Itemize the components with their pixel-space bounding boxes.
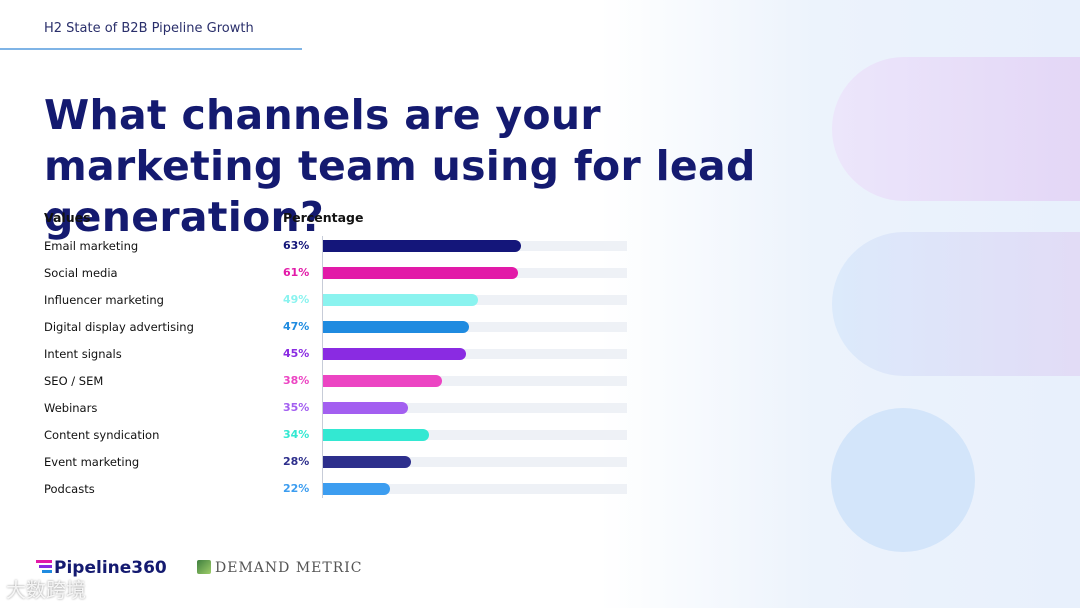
bar-track <box>323 457 627 467</box>
chart-row: Content syndication 34% <box>0 427 640 443</box>
page-title: What channels are your marketing team us… <box>44 91 756 241</box>
values-column-header: Values <box>44 210 91 225</box>
bar <box>323 483 390 495</box>
chart-axis-line <box>322 236 323 498</box>
chart-row: Email marketing 63% <box>0 238 640 254</box>
category-label: Content syndication <box>44 428 160 442</box>
bar-track <box>323 322 627 332</box>
category-label: Podcasts <box>44 482 95 496</box>
demand-metric-logo: DEMAND METRIC <box>197 560 363 576</box>
percentage-column-header: Percentage <box>283 210 364 225</box>
chart-row: Webinars 35% <box>0 400 640 416</box>
decorative-pill-top <box>832 57 1080 201</box>
category-label: Influencer marketing <box>44 293 164 307</box>
bar-track <box>323 484 627 494</box>
value-label: 49% <box>283 293 310 306</box>
value-label: 34% <box>283 428 310 441</box>
chart-row: Event marketing 28% <box>0 454 640 470</box>
bar <box>323 267 518 279</box>
bar <box>323 375 442 387</box>
pipeline360-logo-text: Pipeline360 <box>54 558 167 578</box>
chart-row: Digital display advertising 47% <box>0 319 640 335</box>
value-label: 47% <box>283 320 310 333</box>
bar <box>323 348 466 360</box>
pipeline-icon <box>36 560 52 573</box>
bar-track <box>323 376 627 386</box>
category-label: Social media <box>44 266 118 280</box>
category-label: Digital display advertising <box>44 320 194 334</box>
bar <box>323 402 408 414</box>
category-label: Email marketing <box>44 239 139 253</box>
category-label: SEO / SEM <box>44 374 104 388</box>
bar <box>323 321 469 333</box>
chart-row: Podcasts 22% <box>0 481 640 497</box>
value-label: 35% <box>283 401 310 414</box>
value-label: 28% <box>283 455 310 468</box>
value-label: 63% <box>283 239 310 252</box>
header-divider <box>0 48 302 50</box>
pipeline360-logo: Pipeline360 <box>36 558 167 578</box>
value-label: 38% <box>283 374 310 387</box>
watermark: 大数跨境 <box>6 578 86 602</box>
value-label: 45% <box>283 347 310 360</box>
category-label: Event marketing <box>44 455 140 469</box>
decorative-pill-middle <box>832 232 1080 376</box>
chart-row: Social media 61% <box>0 265 640 281</box>
bar <box>323 456 411 468</box>
bar <box>323 429 429 441</box>
category-label: Webinars <box>44 401 98 415</box>
leaf-icon <box>197 560 211 574</box>
bar <box>323 240 521 252</box>
demand-metric-logo-text: DEMAND METRIC <box>215 560 363 576</box>
bar-track <box>323 349 627 359</box>
bar-track <box>323 430 627 440</box>
bar <box>323 294 478 306</box>
chart-row: SEO / SEM 38% <box>0 373 640 389</box>
decorative-circle <box>831 408 975 552</box>
value-label: 22% <box>283 482 310 495</box>
report-header: H2 State of B2B Pipeline Growth <box>44 21 254 36</box>
chart-row: Influencer marketing 49% <box>0 292 640 308</box>
category-label: Intent signals <box>44 347 122 361</box>
chart-row: Intent signals 45% <box>0 346 640 362</box>
bar-track <box>323 403 627 413</box>
value-label: 61% <box>283 266 310 279</box>
